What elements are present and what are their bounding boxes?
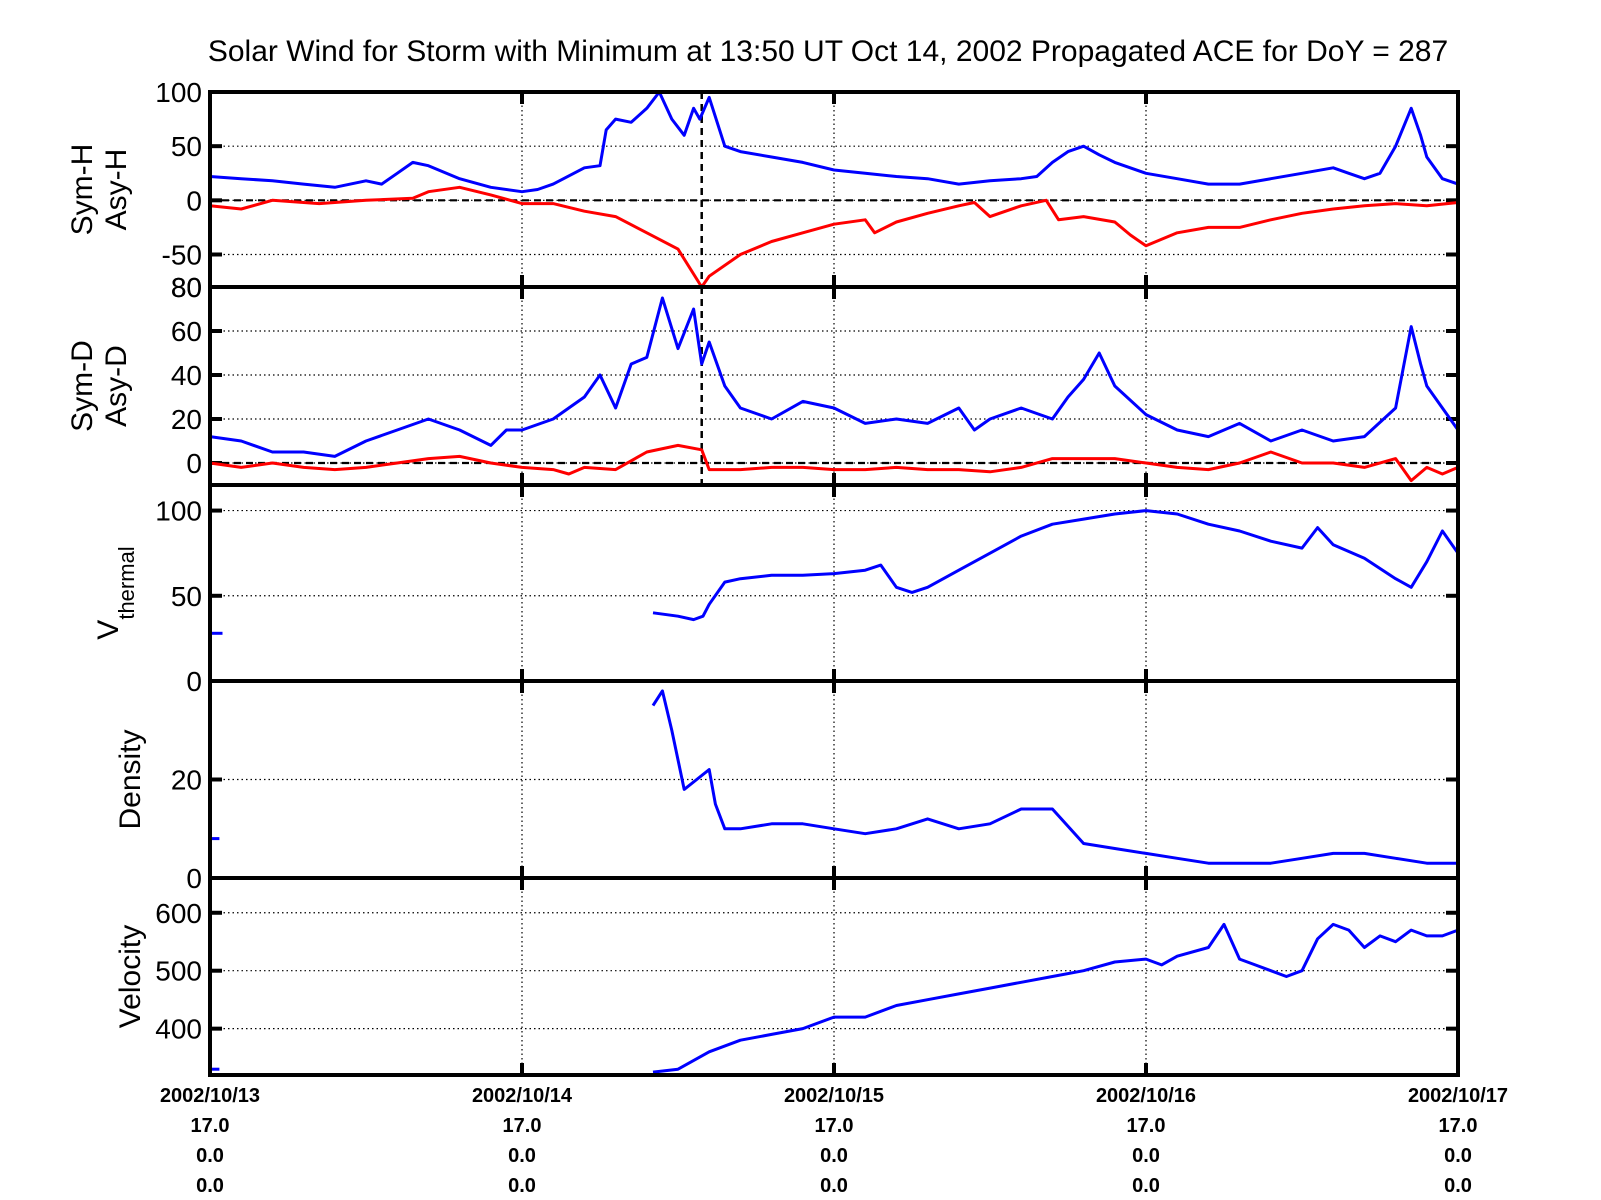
panel-3: 100 50 0 Vthermal — [92, 483, 1460, 697]
x-tick-label: 2002/10/13 — [160, 1085, 260, 1107]
series-1-line — [209, 185, 1459, 289]
y-tick-label: 0 — [186, 185, 202, 216]
y-axis-label: Asy-D — [100, 345, 133, 427]
y-tick-label: 0 — [186, 448, 202, 479]
y-axis-label: Velocity — [114, 925, 147, 1028]
y-tick-label: 20 — [171, 404, 202, 435]
y-axis-label: Sym-D — [66, 340, 99, 432]
x-tick-label: 17.0 — [1127, 1115, 1166, 1137]
y-tick-label: 400 — [155, 1014, 202, 1045]
x-tick-label: 17.0 — [815, 1115, 854, 1137]
series-1-line — [209, 443, 1459, 483]
x-tick-label: 0.0 — [196, 1175, 224, 1197]
x-tick-label: 2002/10/14 — [472, 1085, 573, 1107]
x-tick-label: 0.0 — [196, 1145, 224, 1167]
chart-title: Solar Wind for Storm with Minimum at 13:… — [208, 35, 1448, 68]
series-1-line — [652, 922, 1459, 1074]
y-tick-label: 100 — [155, 496, 202, 527]
y-tick-label: 60 — [171, 316, 202, 347]
panel-2: 80 60 40 20 0 Sym-D Asy-D — [66, 272, 1460, 487]
y-tick-label: 50 — [171, 581, 202, 612]
panel-frame — [208, 876, 1460, 1077]
x-tick-label: 2002/10/16 — [1096, 1085, 1196, 1107]
series-1-line — [651, 689, 1458, 865]
y-tick-label: 40 — [171, 360, 202, 391]
panel-5: 600 500 400 Velocity — [114, 876, 1460, 1077]
panel-4: 20 0 Density — [114, 679, 1460, 894]
x-tick-label: 17.0 — [1439, 1115, 1478, 1137]
y-tick-label: 50 — [171, 131, 202, 162]
series-2-line — [209, 90, 1459, 194]
x-tick-label: 0.0 — [820, 1175, 848, 1197]
y-tick-label: 80 — [171, 272, 202, 303]
x-tick-label: 2002/10/15 — [784, 1085, 884, 1107]
x-tick-label: 0.0 — [508, 1145, 536, 1167]
x-tick-label: 17.0 — [503, 1115, 542, 1137]
y-axis-label: Density — [114, 729, 147, 829]
y-tick-label: 0 — [186, 666, 202, 697]
x-tick-label: 2002/10/17 — [1408, 1085, 1508, 1107]
y-tick-label: 20 — [171, 765, 202, 796]
series-1-line — [652, 509, 1460, 622]
y-axis-label: Vthermal — [92, 546, 139, 639]
x-axis-labels: 2002/10/13 17.0 0.0 0.0 2002/10/14 17.0 0.0 0.0… — [160, 1085, 1508, 1197]
x-tick-label: 0.0 — [1444, 1175, 1472, 1197]
y-axis-label: Sym-H — [66, 144, 99, 236]
series-2-line — [209, 296, 1460, 458]
x-tick-label: 0.0 — [508, 1175, 536, 1197]
x-tick-label: 0.0 — [1444, 1145, 1472, 1167]
panel-frame — [208, 90, 1460, 289]
x-tick-label: 0.0 — [1132, 1175, 1160, 1197]
x-tick-label: 0.0 — [820, 1145, 848, 1167]
y-tick-label: -50 — [162, 240, 202, 271]
y-tick-label: 600 — [155, 898, 202, 929]
x-tick-label: 0.0 — [1132, 1145, 1160, 1167]
y-tick-label: 100 — [155, 77, 202, 108]
y-axis-label: Asy-H — [100, 149, 133, 231]
y-tick-label: 80 — [171, 272, 202, 303]
y-tick-label: 0 — [186, 863, 202, 894]
x-tick-label: 17.0 — [191, 1115, 230, 1137]
y-tick-label: 500 — [155, 956, 202, 987]
